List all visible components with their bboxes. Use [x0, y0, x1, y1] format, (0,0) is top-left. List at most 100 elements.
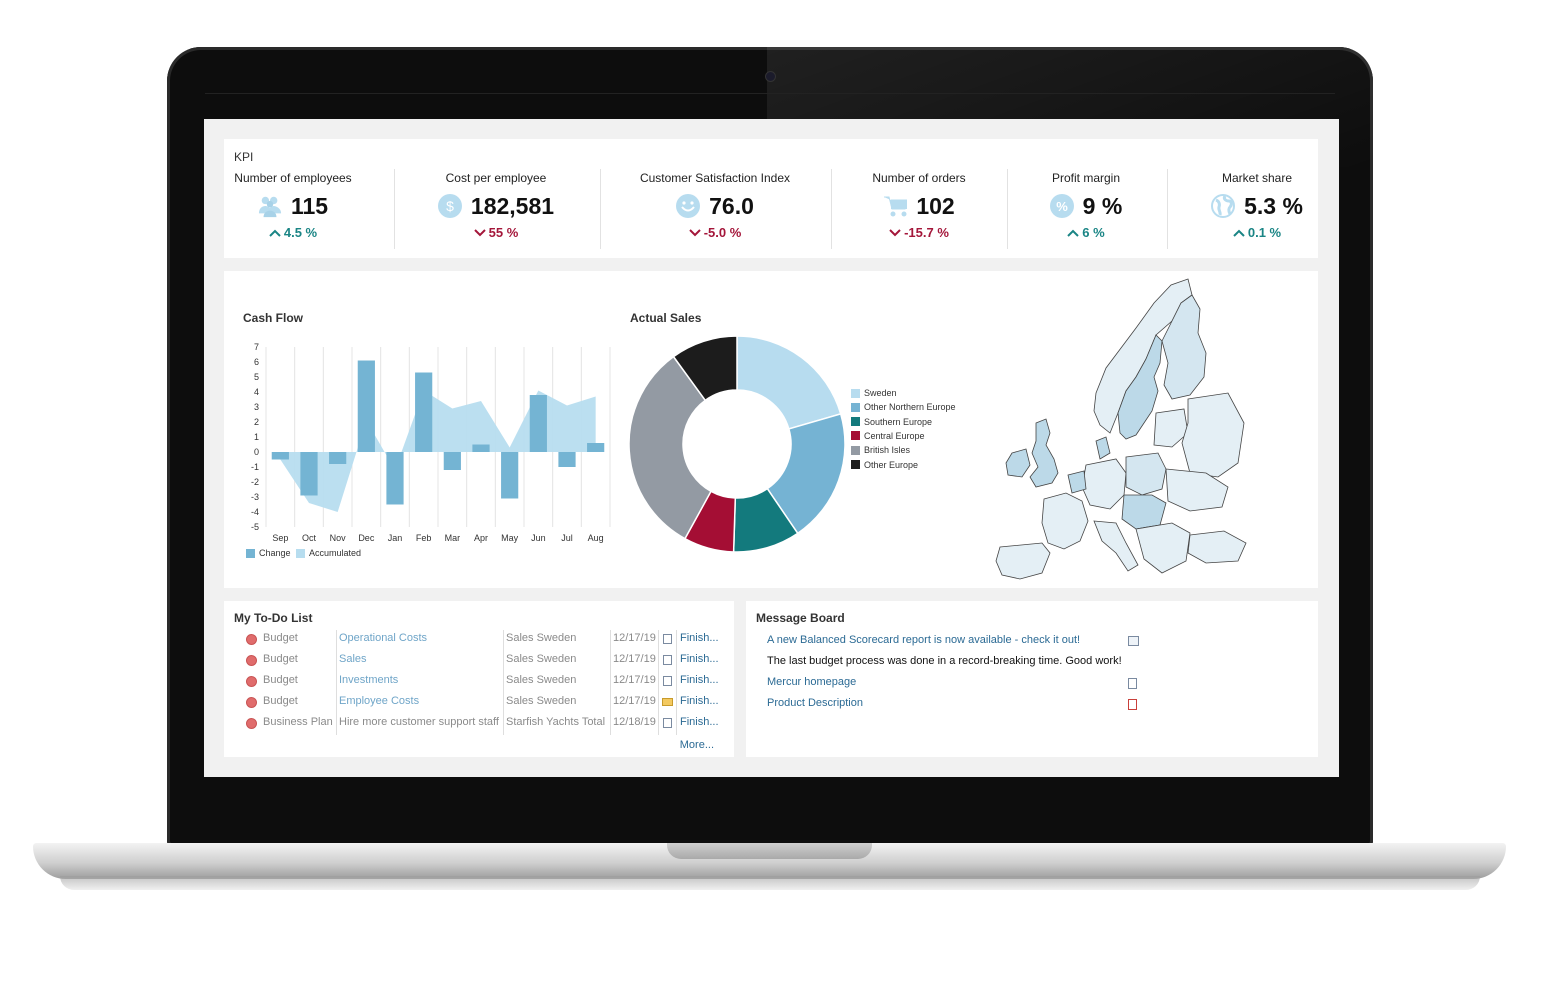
document-icon[interactable] [663, 676, 672, 686]
kpi-label: Market share [1221, 171, 1293, 185]
column-separator [336, 714, 337, 735]
kpi-separator [831, 169, 832, 249]
kpi-change-value: 55 % [488, 225, 519, 240]
todo-date: 12/17/19 [613, 653, 656, 665]
todo-status-link[interactable]: Finish... [680, 716, 719, 728]
map-sweden [1117, 334, 1163, 440]
document-icon[interactable] [663, 655, 672, 665]
legend-change: Change [246, 548, 291, 558]
column-separator [336, 693, 337, 714]
legend-accumulated-swatch [296, 548, 305, 558]
column-separator [503, 651, 504, 672]
message-link[interactable]: Product Description [767, 697, 863, 709]
kpi-cost-per-employee[interactable]: Cost per employee $182,581 55 % [396, 171, 596, 251]
message-link[interactable]: A new Balanced Scorecard report is now a… [767, 634, 1081, 646]
svg-text:$: $ [446, 198, 454, 214]
change-bar [529, 395, 547, 452]
column-separator [503, 672, 504, 693]
folder-icon[interactable] [662, 698, 673, 706]
todo-row[interactable]: Budget Operational Costs Sales Sweden 12/17… [224, 630, 734, 651]
kpi-value: 182,581 [470, 192, 555, 219]
column-separator [676, 714, 677, 735]
chevron-up-icon [1233, 229, 1245, 237]
chevron-down-icon [889, 228, 901, 236]
legend-swatch [851, 445, 860, 455]
donut-slice-british-isles[interactable] [628, 355, 713, 540]
todo-row[interactable]: Budget Employee Costs Sales Sweden 12/17/19… [224, 693, 734, 714]
todo-unit: Sales Sweden [506, 674, 577, 686]
legend-swatch [851, 460, 860, 469]
kpi-change: 4.5 % [204, 225, 393, 240]
accumulated-area [280, 390, 596, 512]
map-poland [1125, 452, 1167, 496]
document-icon[interactable] [663, 718, 672, 728]
people-icon [258, 194, 282, 218]
dashboard-screen: KPI Number of employees 115 4.5 % Cost per … [204, 119, 1339, 777]
todo-unit: Sales Sweden [506, 632, 577, 644]
todo-item[interactable]: Operational Costs [339, 632, 428, 644]
legend-swatch [851, 417, 860, 427]
kpi-number-of-employees[interactable]: Number of employees 115 4.5 % [204, 171, 393, 251]
kpi-profit-margin[interactable]: Profit margin% 9 % 6 % [986, 171, 1186, 251]
todo-row[interactable]: Business Plan Hire more customer support … [224, 714, 734, 735]
map-germany [1081, 458, 1127, 510]
map-france [1041, 492, 1089, 550]
map-turkey-west [1187, 530, 1247, 564]
y-tick-label: 4 [254, 387, 259, 397]
todo-status-link[interactable]: Finish... [680, 653, 719, 665]
map-balkans [1135, 522, 1191, 574]
column-separator [658, 672, 659, 693]
todo-status-link[interactable]: Finish... [680, 674, 719, 686]
more-link[interactable]: More... [679, 739, 714, 751]
todo-item[interactable]: Sales [339, 653, 367, 665]
kpi-number-of-orders[interactable]: Number of orders 102 -15.7 % [819, 171, 1019, 251]
smiley-icon [676, 194, 701, 218]
donut-slice-sweden[interactable] [736, 335, 842, 430]
todo-item[interactable]: Employee Costs [339, 695, 420, 707]
y-tick-label: 5 [254, 372, 259, 382]
column-separator [676, 651, 677, 672]
todo-status-link[interactable]: Finish... [680, 632, 719, 644]
cash-flow-chart: 7 6 5 4 3 2 1 0 -1 -2 -3 -4 -5 Sep Oct Nov Dec Jan Feb Mar A… [251, 342, 611, 543]
todo-date: 12/17/19 [613, 695, 656, 707]
y-tick-label: 6 [254, 357, 259, 367]
y-tick-label: 1 [254, 432, 259, 442]
kpi-change-value: 0.1 % [1247, 225, 1282, 240]
todo-type: Budget [263, 653, 298, 665]
kpi-value: 9 % [1082, 192, 1123, 219]
change-bar [271, 452, 289, 460]
kpi-label: Number of employees [234, 171, 352, 185]
map-ireland [1005, 448, 1031, 478]
pdf-icon[interactable] [1128, 699, 1137, 710]
donut-slice-other-europe[interactable] [672, 335, 738, 402]
column-separator [676, 693, 677, 714]
status-dot-icon [246, 655, 257, 666]
message-link[interactable]: Mercur homepage [767, 676, 857, 688]
message-board-title: Message Board [756, 611, 845, 625]
column-separator [676, 672, 677, 693]
todo-row[interactable]: Budget Sales Sales Sweden 12/17/19 Finish... [224, 651, 734, 672]
kpi-market-share[interactable]: Market share 5.3 % 0.1 % [1157, 171, 1339, 251]
chevron-down-icon [688, 228, 701, 236]
cart-icon [883, 194, 908, 218]
column-separator [503, 630, 504, 651]
map-central [1121, 494, 1167, 530]
kpi-change: 6 % [986, 225, 1186, 240]
change-bar [329, 452, 347, 464]
todo-item: Hire more customer support staff [339, 716, 499, 728]
donut-legend-item: Other Europe [851, 460, 918, 470]
report-icon[interactable] [1128, 636, 1139, 646]
page-icon[interactable] [1128, 678, 1137, 689]
todo-row[interactable]: Budget Investments Sales Sweden 12/17/19 Fin… [224, 672, 734, 693]
todo-status-link[interactable]: Finish... [680, 695, 719, 707]
todo-type: Business Plan [263, 716, 333, 728]
x-tick-label: Jul [561, 533, 573, 543]
y-tick-label: 3 [254, 402, 259, 412]
todo-date: 12/17/19 [613, 674, 656, 686]
kpi-value: 115 [290, 192, 329, 219]
kpi-change-value: 6 % [1082, 225, 1105, 240]
document-icon[interactable] [663, 634, 672, 644]
todo-item[interactable]: Investments [339, 674, 399, 686]
kpi-customer-satisfaction-index[interactable]: Customer Satisfaction Index 76.0 -5.0 % [615, 171, 815, 251]
kpi-label: Customer Satisfaction Index [639, 171, 791, 185]
